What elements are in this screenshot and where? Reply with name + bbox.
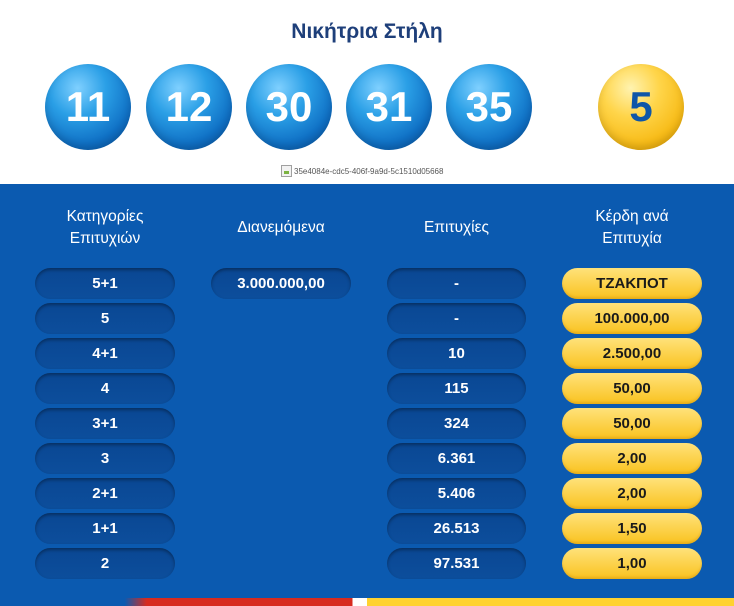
category-cell: 5+1 [35, 268, 175, 299]
winners-cell: 324 [387, 408, 526, 439]
category-cell: 1+1 [35, 513, 175, 544]
winners-cell: 26.513 [387, 513, 526, 544]
prize-cell: 2,00 [562, 443, 702, 474]
ball-3: 30 [246, 64, 332, 150]
winners-cell: 97.531 [387, 548, 526, 579]
category-cell: 4 [35, 373, 175, 404]
prize-cell: 1,00 [562, 548, 702, 579]
category-cell: 2+1 [35, 478, 175, 509]
prize-cell: 2.500,00 [562, 338, 702, 369]
prize-cell: 100.000,00 [562, 303, 702, 334]
prize-cell: ΤΖΑΚΠΟΤ [562, 268, 702, 299]
category-cell: 5 [35, 303, 175, 334]
ball-4: 31 [346, 64, 432, 150]
joker-ball: 5 [598, 64, 684, 150]
winners-cell: 6.361 [387, 443, 526, 474]
header-prize-line2: Επιτυχία [602, 230, 662, 247]
winners-cell: - [387, 268, 526, 299]
results-table: Κατηγορίες Επιτυχιών Διανεμόμενα Επιτυχί… [0, 184, 734, 606]
category-cell: 4+1 [35, 338, 175, 369]
ball-5: 35 [446, 64, 532, 150]
header-distributed: Διανεμόμενα [237, 219, 325, 236]
category-cell: 3+1 [35, 408, 175, 439]
winners-cell: 115 [387, 373, 526, 404]
header-categories: Κατηγορίες Επιτυχιών [35, 206, 175, 250]
footer-stripe [0, 598, 734, 606]
header-winners: Επιτυχίες [423, 219, 490, 236]
winners-cell: - [387, 303, 526, 334]
prize-cell: 2,00 [562, 478, 702, 509]
ball-2: 12 [146, 64, 232, 150]
winners-cell: 5.406 [387, 478, 526, 509]
category-cell: 2 [35, 548, 175, 579]
prize-cell: 1,50 [562, 513, 702, 544]
winners-cell: 10 [387, 338, 526, 369]
broken-image-alt-text: 35e4084e-cdc5-406f-9a9d-5c1510d05668 [294, 166, 444, 176]
prize-cell: 50,00 [562, 373, 702, 404]
ball-1: 11 [45, 64, 131, 150]
page-title: Νικήτρια Στήλη [291, 20, 443, 43]
header-categories-line1: Κατηγορίες [66, 208, 144, 225]
prize-cell: 50,00 [562, 408, 702, 439]
header-prize: Κέρδη ανά Επιτυχία [562, 206, 702, 250]
category-cell: 3 [35, 443, 175, 474]
broken-image-icon [281, 165, 292, 177]
header-categories-line2: Επιτυχιών [69, 230, 141, 247]
header-prize-line1: Κέρδη ανά [595, 208, 669, 225]
broken-image: 35e4084e-cdc5-406f-9a9d-5c1510d05668 [281, 164, 443, 178]
distributed-value: 3.000.000,00 [211, 268, 351, 299]
